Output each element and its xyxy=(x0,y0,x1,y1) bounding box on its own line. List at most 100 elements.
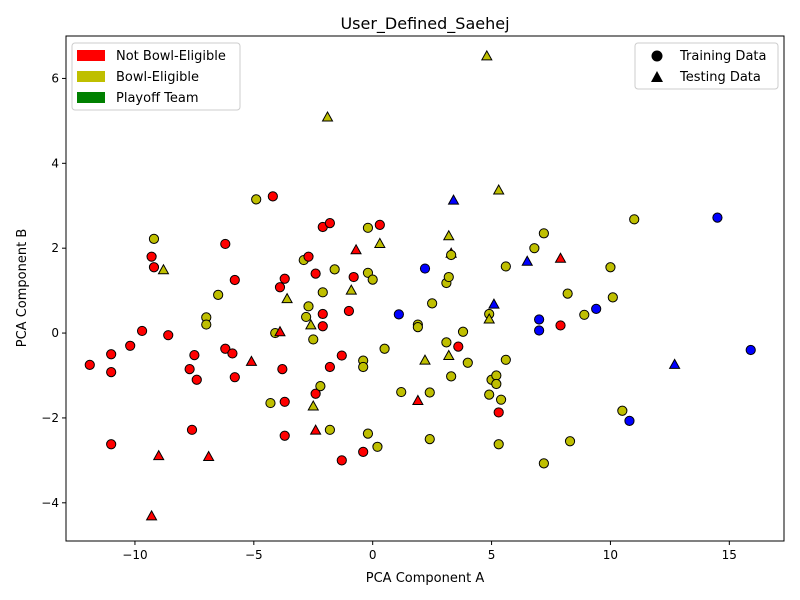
data-point-training xyxy=(148,262,160,273)
data-point-training xyxy=(538,458,549,469)
legend-classes-box xyxy=(71,42,241,111)
chart-title: User_Defined_Saehej xyxy=(340,14,509,34)
data-point-training xyxy=(605,262,616,273)
data-point-training xyxy=(446,371,457,382)
data-point-training xyxy=(457,326,469,337)
data-point-training xyxy=(591,303,602,314)
data-point-testing xyxy=(152,449,165,461)
data-point-testing xyxy=(145,509,158,521)
data-point-training xyxy=(362,222,374,233)
x-tick-label: −10 xyxy=(122,548,147,562)
data-point-training xyxy=(189,350,200,361)
x-axis-label: PCA Component A xyxy=(366,571,485,586)
x-tick-label: 10 xyxy=(603,548,618,562)
data-point-training xyxy=(310,268,321,279)
data-point-training xyxy=(493,439,504,450)
data-point-training xyxy=(317,287,328,298)
data-point-testing xyxy=(419,354,431,365)
data-point-training xyxy=(227,348,238,359)
data-point-testing xyxy=(305,318,317,330)
data-point-testing xyxy=(245,355,258,366)
data-point-testing xyxy=(321,110,334,122)
data-point-testing xyxy=(668,358,681,369)
data-point-training xyxy=(220,343,231,354)
data-point-training xyxy=(629,214,640,225)
data-point-training xyxy=(329,264,340,275)
data-point-training xyxy=(372,441,383,452)
data-point-training xyxy=(617,405,628,416)
data-point-testing xyxy=(307,399,320,411)
data-point-testing xyxy=(442,229,455,241)
data-point-training xyxy=(267,191,278,202)
data-point-training xyxy=(462,357,473,368)
data-point-training xyxy=(367,274,378,285)
data-point-testing xyxy=(345,284,358,295)
data-point-training xyxy=(712,212,723,223)
legend-swatch xyxy=(77,50,105,61)
data-point-training xyxy=(274,282,286,293)
data-point-training xyxy=(315,381,326,392)
x-axis-ticks: −10 −5 0 5 10 15 xyxy=(122,541,737,562)
data-point-testing xyxy=(157,263,170,275)
y-tick-label: 6 xyxy=(51,71,59,85)
data-point-training xyxy=(148,233,160,244)
legend-circle-marker xyxy=(651,50,663,62)
data-point-testing xyxy=(350,243,362,255)
data-point-training xyxy=(251,194,262,205)
data-point-training xyxy=(419,263,431,274)
points-layer xyxy=(84,49,756,521)
legend-markers-box xyxy=(634,42,779,90)
data-point-testing xyxy=(442,349,455,360)
data-point-testing xyxy=(412,394,424,405)
data-point-training xyxy=(396,386,407,398)
data-point-training xyxy=(336,455,347,466)
data-point-training xyxy=(493,407,504,418)
data-point-training xyxy=(379,343,390,354)
data-point-training xyxy=(277,364,288,375)
data-point-training xyxy=(424,434,435,445)
data-point-testing xyxy=(483,312,496,324)
x-tick-label: −5 xyxy=(245,548,263,562)
y-axis-label: PCA Component B xyxy=(15,229,30,347)
data-point-training xyxy=(446,249,457,261)
legend-swatch xyxy=(77,92,105,103)
data-point-testing xyxy=(202,450,215,461)
data-point-training xyxy=(362,428,374,439)
data-point-training xyxy=(301,311,312,323)
data-point-training xyxy=(443,271,454,283)
data-point-training xyxy=(555,320,566,331)
data-point-training xyxy=(579,309,590,320)
data-point-training xyxy=(358,446,369,457)
y-tick-label: −2 xyxy=(41,411,59,425)
data-point-training xyxy=(393,309,404,320)
data-point-training xyxy=(624,415,635,427)
data-point-training xyxy=(106,367,117,378)
y-axis-ticks: −4 −2 0 2 4 6 xyxy=(41,71,66,510)
data-point-training xyxy=(324,424,336,435)
data-point-training xyxy=(500,261,511,272)
legend-marker-label: Training Data xyxy=(679,49,766,64)
x-tick-label: 5 xyxy=(488,548,496,562)
data-point-training xyxy=(186,424,198,435)
legend-triangle-marker xyxy=(651,71,663,82)
data-point-training xyxy=(427,298,438,309)
data-point-training xyxy=(136,325,148,337)
data-point-training xyxy=(106,439,117,450)
legend-class-label: Bowl-Eligible xyxy=(116,70,199,85)
data-point-training xyxy=(303,251,314,262)
x-tick-label: 0 xyxy=(369,548,377,562)
data-point-testing xyxy=(492,183,505,195)
data-point-training xyxy=(491,370,502,381)
data-point-training xyxy=(106,349,117,360)
data-point-training xyxy=(310,388,321,399)
legend-marker-label: Testing Data xyxy=(679,70,761,85)
data-point-training xyxy=(163,330,174,341)
data-point-training xyxy=(229,372,240,383)
data-point-training xyxy=(362,267,374,278)
data-point-training xyxy=(308,334,319,345)
data-point-training xyxy=(529,243,540,254)
data-point-training xyxy=(213,289,224,300)
data-point-training xyxy=(279,430,290,441)
data-point-training xyxy=(562,288,573,299)
